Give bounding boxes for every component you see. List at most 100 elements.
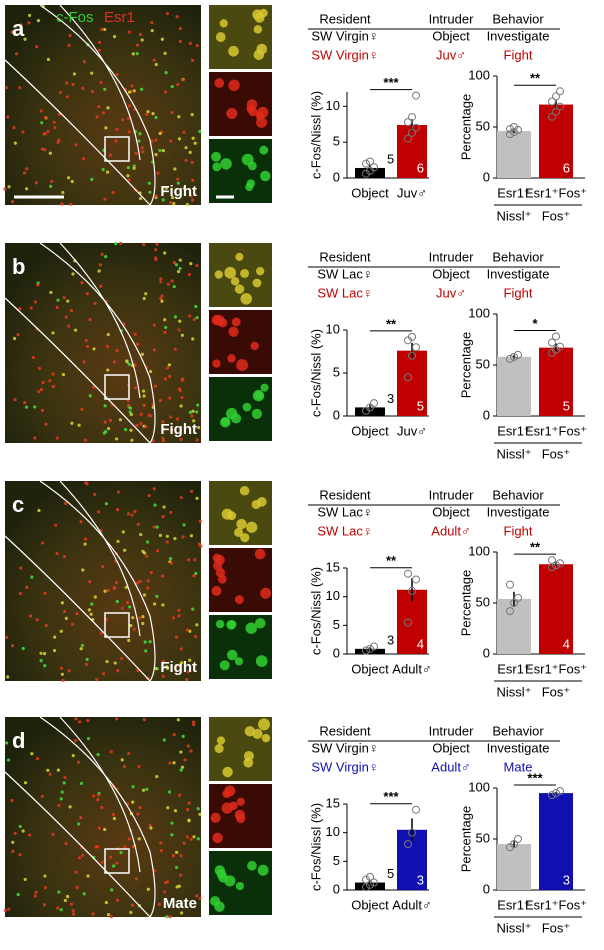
cell xyxy=(71,754,75,758)
x-tick-label: Object xyxy=(351,423,389,438)
cell xyxy=(118,418,123,422)
cell xyxy=(169,428,174,432)
cell xyxy=(16,892,20,897)
y-axis-label: c-Fos/Nissl (%) xyxy=(308,567,323,655)
cell xyxy=(62,781,66,785)
cell xyxy=(114,242,118,246)
cell xyxy=(158,148,162,153)
cell xyxy=(58,90,63,94)
inset-cell xyxy=(234,809,245,821)
cell xyxy=(55,551,59,556)
data-point xyxy=(362,646,370,655)
cell xyxy=(169,510,173,515)
x-tick-label: Esr1⁺ xyxy=(497,897,531,912)
cell xyxy=(138,132,142,136)
cell xyxy=(77,423,81,427)
cell xyxy=(121,530,125,534)
cell xyxy=(139,87,144,91)
y-tick-label: 0 xyxy=(483,881,490,896)
data-point xyxy=(506,607,514,616)
data-point xyxy=(510,599,518,607)
cell xyxy=(158,398,162,403)
cell xyxy=(178,27,182,31)
image-label: Mate xyxy=(163,895,197,912)
cell xyxy=(120,758,124,762)
cell xyxy=(166,282,170,286)
cell xyxy=(27,21,31,25)
cell xyxy=(164,70,168,75)
cell xyxy=(193,634,198,639)
roi-box xyxy=(104,136,130,162)
cell xyxy=(168,761,172,765)
cell xyxy=(140,38,144,42)
cell xyxy=(199,544,203,548)
cell xyxy=(163,51,167,56)
cell xyxy=(132,166,136,170)
cell xyxy=(21,829,25,833)
cell xyxy=(51,832,55,836)
cell xyxy=(44,623,48,628)
cell xyxy=(165,540,169,544)
table-cell: Fight xyxy=(504,523,533,538)
data-point xyxy=(404,618,412,627)
table-cell: SW Virgin♀ xyxy=(311,740,378,755)
cell xyxy=(19,23,23,27)
cell xyxy=(61,678,65,682)
cell xyxy=(72,72,77,76)
cell xyxy=(144,554,149,558)
cell xyxy=(192,419,196,423)
data-point xyxy=(404,134,412,143)
cell xyxy=(106,106,110,110)
cell xyxy=(103,27,107,32)
region-outline xyxy=(4,480,156,682)
cell xyxy=(184,158,188,163)
cell xyxy=(132,89,136,93)
cell xyxy=(37,366,42,370)
data-point xyxy=(366,644,374,653)
x-tick-label: Object xyxy=(351,897,389,912)
inset-cell xyxy=(234,284,245,294)
cell xyxy=(182,841,186,845)
cell xyxy=(71,83,75,87)
cell xyxy=(148,369,153,374)
data-point xyxy=(362,159,370,168)
x-tick-label: Esr1⁺ xyxy=(497,185,531,200)
cell xyxy=(152,602,157,606)
data-point xyxy=(552,789,560,798)
y-tick-label: 0 xyxy=(483,645,490,660)
panel-letter: a xyxy=(12,16,25,41)
cell xyxy=(151,111,155,116)
cell xyxy=(23,877,27,882)
cell xyxy=(194,571,198,576)
cell xyxy=(71,912,76,916)
cell xyxy=(10,644,15,648)
cell xyxy=(142,718,146,722)
cell xyxy=(133,332,137,336)
significance-label: *** xyxy=(527,770,543,785)
cell xyxy=(114,717,119,721)
table-cell: Behavior xyxy=(492,723,544,738)
cell xyxy=(79,781,84,786)
cell xyxy=(179,854,183,858)
cell xyxy=(149,826,153,830)
data-point xyxy=(510,352,518,361)
cell xyxy=(165,915,169,919)
cell xyxy=(179,911,184,915)
cell xyxy=(159,841,163,845)
cell xyxy=(84,662,88,667)
cell xyxy=(135,52,139,56)
cell xyxy=(196,807,200,811)
y-tick-label: 15 xyxy=(326,795,340,810)
cell xyxy=(188,658,192,662)
cell xyxy=(172,733,176,737)
cell xyxy=(190,489,194,493)
cell xyxy=(96,793,100,797)
n-label: 6 xyxy=(417,160,424,175)
cell xyxy=(172,285,176,289)
cell xyxy=(41,380,45,385)
cell xyxy=(175,885,179,889)
table-cell: Investigate xyxy=(487,266,550,281)
region-outline xyxy=(4,4,156,206)
cell xyxy=(145,787,149,791)
cell xyxy=(198,812,202,816)
